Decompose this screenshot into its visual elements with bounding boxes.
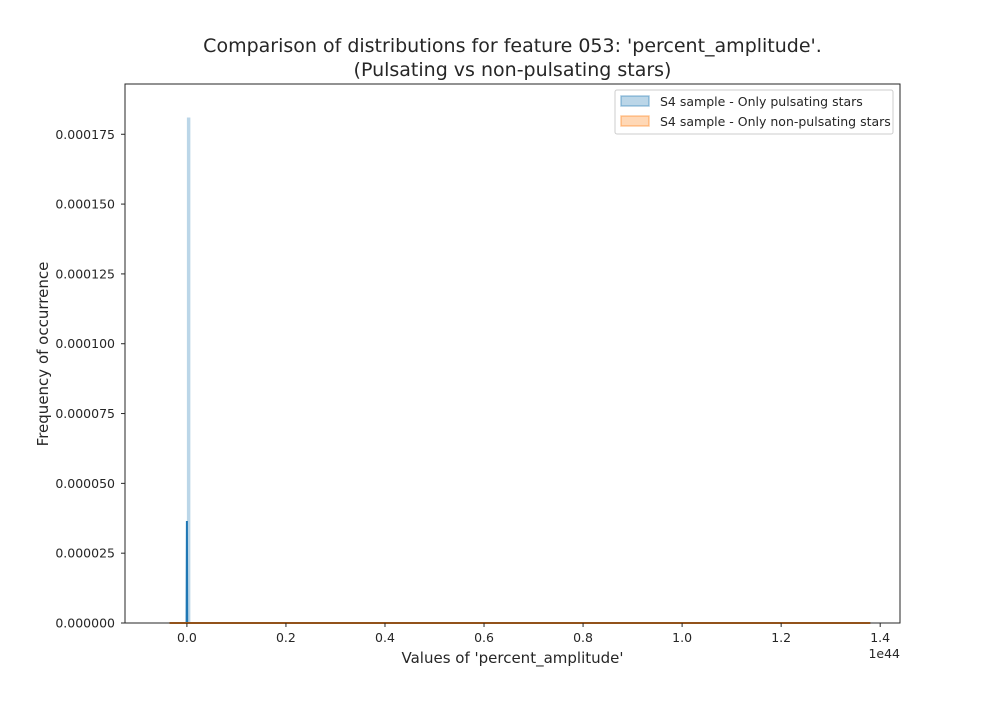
plot-area-frame — [124, 83, 901, 624]
x-tick-label: 0.6 — [474, 630, 494, 645]
y-tick-label: 0.000150 — [55, 197, 115, 212]
legend-label-pulsating: S4 sample - Only pulsating stars — [660, 94, 863, 109]
y-tick-label: 0.000175 — [55, 127, 115, 142]
x-tick-label: 1.2 — [771, 630, 791, 645]
x-axis-offset-label: 1e44 — [868, 646, 900, 661]
lines-layer — [169, 521, 871, 624]
y-tick-label: 0.000000 — [55, 616, 115, 631]
legend-box — [614, 89, 894, 135]
y-axis: 0.000000 0.000025 0.000050 0.000075 0.000100… — [55, 127, 125, 631]
density-line-series-1 — [169, 521, 871, 624]
legend-label-non-pulsating: S4 sample - Only non-pulsating stars — [660, 114, 891, 129]
x-axis: 0.0 0.2 0.4 0.6 0.8 1.0 1.2 1.4 — [177, 623, 890, 645]
x-axis-label: Values of 'percent_amplitude' — [402, 649, 624, 668]
x-tick-label: 1.4 — [870, 630, 890, 645]
y-axis-label: Frequency of occurrence — [34, 262, 52, 447]
x-tick-label: 0.0 — [177, 630, 197, 645]
y-tick-label: 0.000125 — [55, 266, 115, 281]
y-tick-label: 0.000050 — [55, 476, 115, 491]
x-tick-label: 1.0 — [672, 630, 692, 645]
histogram-bar-series-1 — [186, 117, 191, 624]
chart-title-line-2: (Pulsating vs non-pulsating stars) — [354, 59, 672, 81]
x-tick-label: 0.4 — [375, 630, 395, 645]
y-tick-label: 0.000075 — [55, 406, 115, 421]
legend-swatch-non-pulsating — [620, 115, 650, 127]
y-tick-label: 0.000100 — [55, 336, 115, 351]
x-tick-label: 0.2 — [276, 630, 296, 645]
legend-swatch-pulsating — [620, 95, 650, 107]
y-tick-label: 0.000025 — [55, 546, 115, 561]
x-tick-label: 0.8 — [573, 630, 593, 645]
chart-title-line-1: Comparison of distributions for feature … — [203, 35, 822, 57]
legend: S4 sample - Only pulsating stars S4 samp… — [614, 89, 894, 135]
